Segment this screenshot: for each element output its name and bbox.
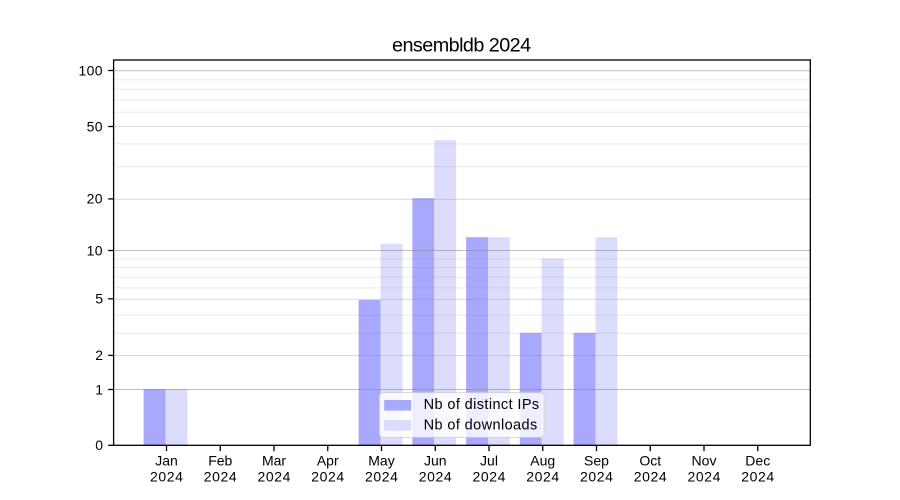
svg-text:2024: 2024 [473, 469, 507, 485]
svg-text:Nb of downloads: Nb of downloads [424, 417, 538, 433]
svg-text:Sep: Sep [584, 453, 609, 469]
svg-text:Dec: Dec [745, 453, 770, 469]
svg-text:50: 50 [87, 118, 103, 134]
svg-text:100: 100 [78, 62, 103, 78]
svg-text:20: 20 [87, 191, 103, 207]
svg-text:5: 5 [95, 291, 103, 307]
svg-text:10: 10 [87, 242, 103, 258]
svg-text:2024: 2024 [741, 469, 775, 485]
svg-text:1: 1 [95, 381, 103, 397]
svg-text:May: May [368, 453, 394, 469]
svg-text:0: 0 [95, 437, 103, 453]
svg-text:Feb: Feb [208, 453, 232, 469]
svg-text:Apr: Apr [317, 453, 339, 469]
svg-text:2024: 2024 [526, 469, 560, 485]
svg-text:2024: 2024 [204, 469, 238, 485]
svg-text:2024: 2024 [688, 469, 722, 485]
svg-text:ensembldb 2024: ensembldb 2024 [392, 35, 531, 57]
svg-text:2: 2 [95, 347, 103, 363]
svg-text:Nov: Nov [692, 453, 717, 469]
svg-text:Jan: Jan [155, 453, 178, 469]
svg-text:Aug: Aug [530, 453, 555, 469]
svg-text:2024: 2024 [365, 469, 399, 485]
svg-text:Jul: Jul [480, 453, 498, 469]
svg-text:2024: 2024 [580, 469, 614, 485]
svg-text:Nb of distinct IPs: Nb of distinct IPs [424, 397, 540, 413]
svg-text:2024: 2024 [311, 469, 345, 485]
svg-text:2024: 2024 [258, 469, 292, 485]
svg-text:2024: 2024 [634, 469, 668, 485]
svg-text:Oct: Oct [639, 453, 661, 469]
svg-text:Mar: Mar [262, 453, 286, 469]
svg-text:2024: 2024 [150, 469, 184, 485]
svg-text:Jun: Jun [424, 453, 447, 469]
svg-text:2024: 2024 [419, 469, 453, 485]
